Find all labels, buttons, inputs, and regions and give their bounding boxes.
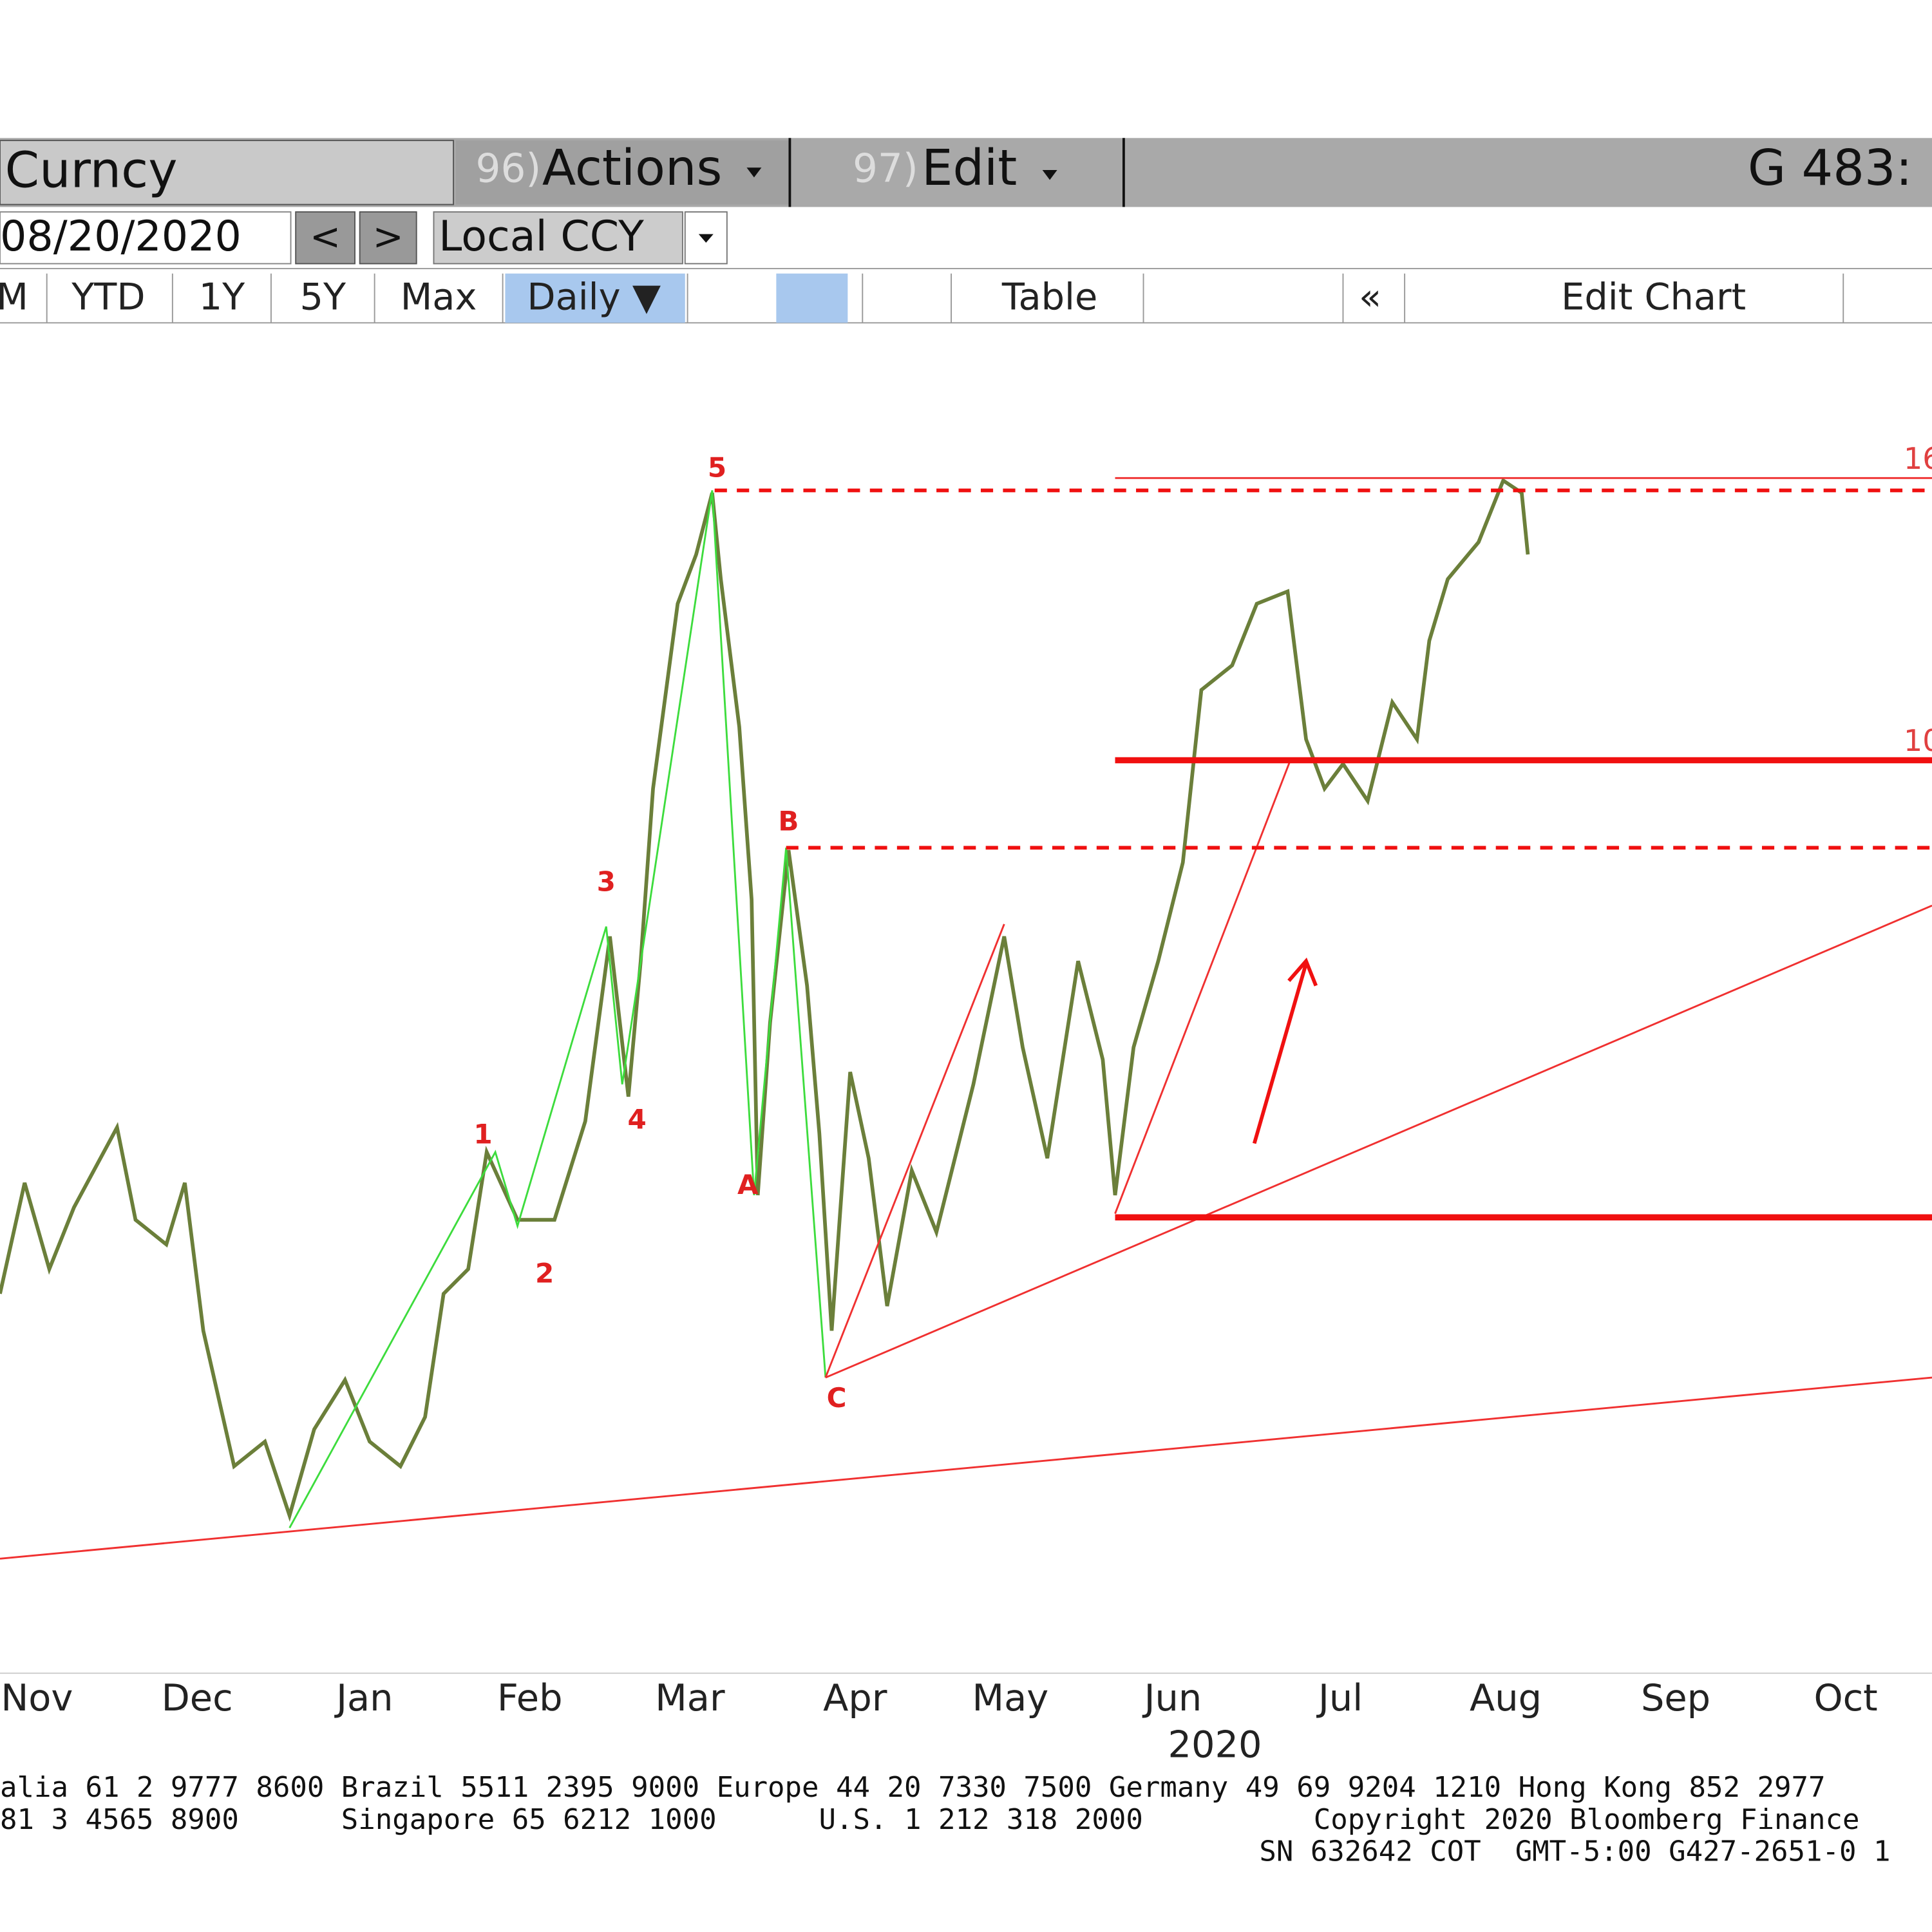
footer-line: alia 61 2 9777 8600 Brazil 5511 2395 900… bbox=[0, 1771, 1825, 1804]
wave-label: 5 bbox=[708, 451, 726, 483]
wave-label: A bbox=[737, 1169, 759, 1200]
next: > bbox=[373, 215, 404, 258]
tab[interactable]: Edit Chart bbox=[1561, 276, 1746, 319]
year: 2020 bbox=[1168, 1723, 1262, 1766]
security-box[interactable] bbox=[0, 140, 455, 205]
wave-label: 1 bbox=[473, 1119, 492, 1150]
chart-lines bbox=[0, 477, 1932, 1560]
menu-number: 97) bbox=[853, 146, 918, 192]
tab[interactable]: 5Y bbox=[299, 276, 346, 319]
daily-selected bbox=[505, 273, 685, 323]
tab[interactable]: « bbox=[1359, 276, 1381, 319]
x-tick-label: Jul bbox=[1316, 1676, 1363, 1719]
x-tick-label: Feb bbox=[497, 1676, 563, 1719]
trend-line bbox=[825, 904, 1932, 1379]
trend-line bbox=[1114, 757, 1293, 1215]
prev: < bbox=[310, 215, 341, 258]
actions: Actions bbox=[542, 140, 722, 197]
next-button[interactable] bbox=[359, 211, 417, 265]
tab[interactable]: Table bbox=[1001, 276, 1097, 319]
currency: Local CCY bbox=[439, 213, 644, 261]
currency-field[interactable] bbox=[433, 211, 683, 265]
x-tick-label: Dec bbox=[162, 1676, 233, 1719]
trend-line bbox=[824, 923, 1005, 1378]
dropdown-arrow bbox=[698, 234, 714, 243]
wave-label: B bbox=[778, 806, 799, 837]
footer-line: SN 632642 COT GMT-5:00 G427-2651-0 1 bbox=[1259, 1835, 1890, 1868]
wave-label: C bbox=[827, 1382, 847, 1414]
tab[interactable]: Max bbox=[401, 276, 477, 319]
wave-label: 3 bbox=[597, 866, 616, 897]
x-tick-label: Nov bbox=[1, 1676, 73, 1719]
tab-bar: M YTD 1Y 5Y Max Daily ▼ Table « Edit Chart bbox=[0, 273, 1844, 323]
prev-button[interactable] bbox=[295, 211, 355, 265]
level-label: 16 bbox=[1904, 441, 1932, 476]
x-tick-label: May bbox=[972, 1676, 1049, 1719]
price-series bbox=[0, 477, 1530, 1522]
x-tick-label: Sep bbox=[1641, 1676, 1710, 1719]
wave-labels: 1 2 3 4 5 A B C bbox=[473, 451, 846, 1414]
x-axis: Nov Dec Jan Feb Mar Apr May Jun Jul Aug Sep Oct bbox=[0, 1672, 1932, 1719]
date: 08/20/2020 bbox=[0, 213, 242, 261]
dropdown-arrow bbox=[1042, 170, 1057, 180]
wave-line bbox=[289, 490, 827, 1529]
arrow-head bbox=[1287, 957, 1318, 987]
menu-number: 96) bbox=[476, 146, 542, 192]
arrow bbox=[1252, 963, 1308, 1144]
x-tick-label: Jan bbox=[334, 1676, 393, 1719]
x-tick-label: Jun bbox=[1142, 1676, 1202, 1719]
x-tick-label: Aug bbox=[1470, 1676, 1542, 1719]
edit[interactable]: Edit bbox=[922, 140, 1017, 197]
actions-menu[interactable] bbox=[455, 140, 789, 205]
tab[interactable]: 1Y bbox=[199, 276, 246, 319]
security: Curncy bbox=[5, 142, 178, 200]
dropdown-arrow bbox=[746, 167, 762, 178]
date-field[interactable] bbox=[0, 211, 292, 265]
x-tick-label: Mar bbox=[655, 1676, 725, 1719]
tab[interactable]: YTD bbox=[71, 276, 145, 319]
footer-line: 81 3 4565 8900 Singapore 65 6212 1000 U.… bbox=[0, 1803, 1859, 1836]
x-tick-label: Apr bbox=[823, 1676, 887, 1719]
tab[interactable]: Daily ▼ bbox=[527, 276, 661, 319]
trend-line bbox=[0, 1376, 1932, 1560]
wave-label: 4 bbox=[628, 1104, 647, 1135]
icon-selected bbox=[776, 273, 848, 323]
tab[interactable]: M bbox=[0, 276, 28, 319]
x-tick-label: Oct bbox=[1814, 1676, 1877, 1719]
level-label: 10 bbox=[1904, 723, 1932, 758]
wave-label: 2 bbox=[535, 1258, 554, 1289]
code: G 483: bbox=[1748, 140, 1912, 197]
footer: alia 61 2 9777 8600 Brazil 5511 2395 900… bbox=[0, 1771, 1890, 1868]
